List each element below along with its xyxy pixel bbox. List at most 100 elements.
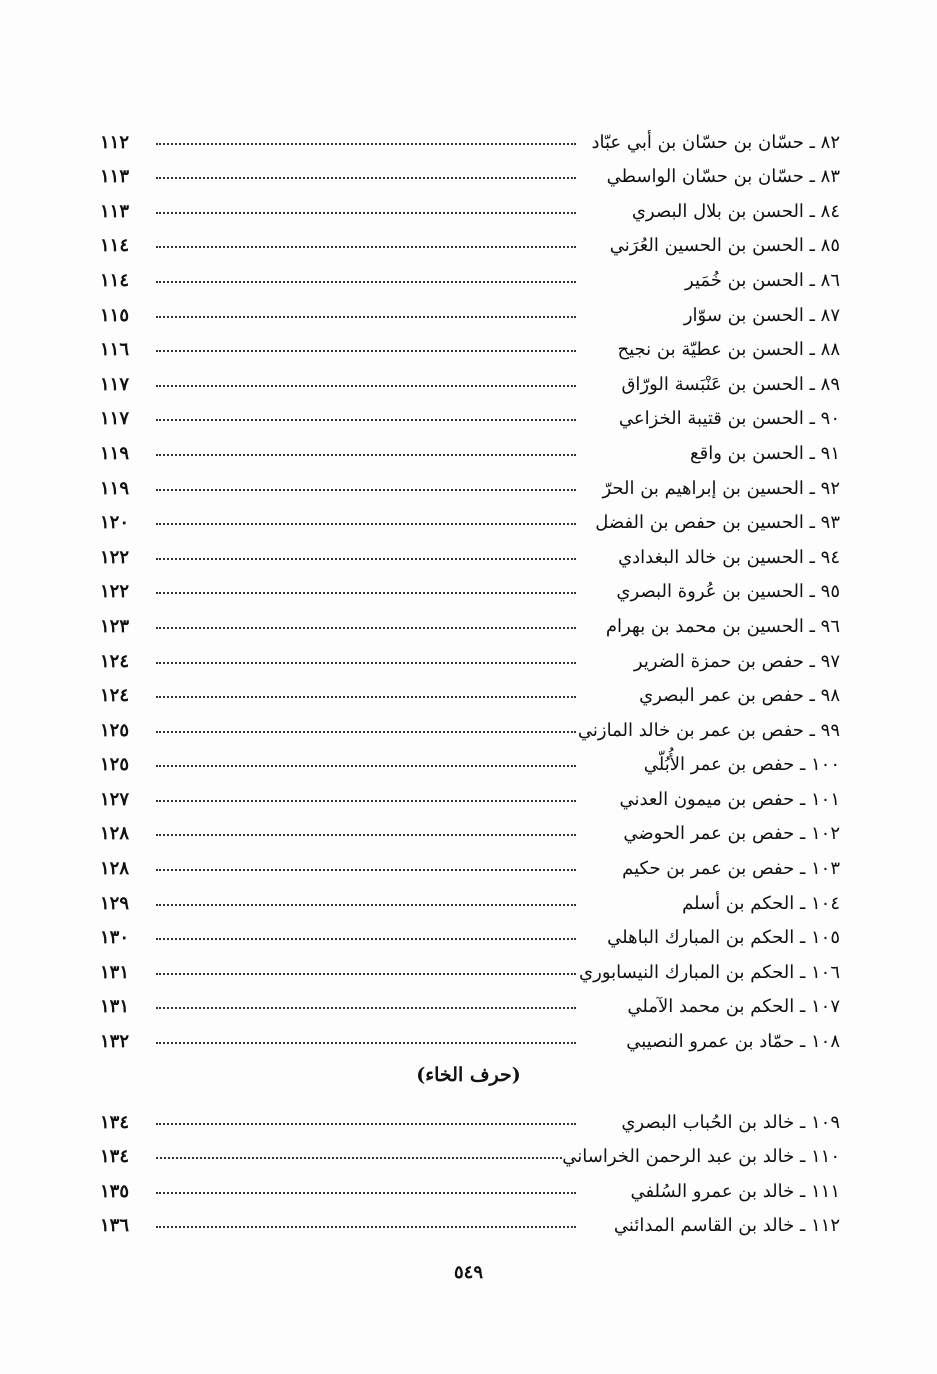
dot-leader [156,834,576,837]
index-entry: ٩٤ ـ الحسين بن خالد البغدادي ١٢٢ [100,533,840,568]
dot-leader [156,869,576,872]
entry-title: ٨٥ ـ الحسن بن الحسين العُرَني [609,235,840,257]
entry-title: ١٠٥ ـ الحكم بن المبارك الباهلي [607,927,840,949]
entry-title: ١٠٣ ـ حفص بن عمر بن حكيم [622,858,840,880]
dot-leader [156,315,576,318]
index-entry: ٨٢ ـ حسّان بن حسّان بن أبي عبّاد ١١٢ [100,118,840,153]
entry-page-number: ١٢٤ [100,685,130,707]
index-entry: ١١٠ ـ خالد بن عبد الرحمن الخراساني ١٣٤ [100,1133,840,1168]
index-entry: ١٠١ ـ حفص بن ميمون العدني ١٢٧ [100,775,840,810]
entry-title: ٩٠ ـ الحسن بن قتيبة الخزاعي [618,408,840,430]
entry-page-number: ١٢٥ [100,754,130,776]
index-entry: ١١٢ ـ خالد بن القاسم المدائني ١٣٦ [100,1202,840,1237]
dot-leader [156,419,576,422]
index-entry: ٨٨ ـ الحسن بن عطيّة بن نجيح ١١٦ [100,326,840,361]
dot-leader [156,1042,576,1045]
index-entry: ١٠٣ ـ حفص بن عمر بن حكيم ١٢٨ [100,844,840,879]
dot-leader [156,488,576,491]
entry-page-number: ١٣١ [100,996,130,1018]
dot-leader [156,1226,576,1229]
dot-leader [156,246,576,249]
dot-leader [156,730,576,733]
dot-leader [156,1122,576,1125]
entry-title: ٩٢ ـ الحسين بن إبراهيم بن الحرّ [602,477,840,499]
index-entry: ١١١ ـ خالد بن عمرو السُلفي ١٣٥ [100,1167,840,1202]
dot-leader [156,592,576,595]
index-entry: ٩٥ ـ الحسين بن عُروة البصري ١٢٢ [100,568,840,603]
dot-leader [156,626,576,629]
dot-leader [156,799,576,802]
index-entry: ٩٧ ـ حفص بن حمزة الضرير ١٢٤ [100,637,840,672]
entry-title: ١٠٠ ـ حفص بن عمر الأُبُلّي [643,754,840,776]
index-entry: ١٠٦ ـ الحكم بن المبارك النيسابوري ١٣١ [100,948,840,983]
entry-page-number: ١١٧ [100,408,130,430]
dot-leader [156,211,576,214]
entry-page-number: ١٣٦ [100,1215,130,1237]
entry-page-number: ١٢٢ [100,546,130,568]
entry-title: ١٠١ ـ حفص بن ميمون العدني [619,788,840,810]
entry-title: ٩٩ ـ حفص بن عمر بن خالد المازني [577,719,840,741]
dot-leader [156,453,576,456]
dot-leader [156,350,576,353]
index-entry: ١٠٥ ـ الحكم بن المبارك الباهلي ١٣٠ [100,914,840,949]
dot-leader [156,661,576,664]
entry-title: ٩٧ ـ حفص بن حمزة الضرير [633,650,840,672]
entry-page-number: ١٣٤ [100,1146,130,1168]
entry-title: ٨٩ ـ الحسن بن عَنْبَسة الورّاق [621,373,840,395]
entry-title: ٩١ ـ الحسن بن واقع [690,442,840,464]
entry-page-number: ١٢٢ [100,581,130,603]
entry-page-number: ١١٩ [100,442,130,464]
entry-page-number: ١١٧ [100,373,130,395]
entry-page-number: ١١٢ [100,131,130,153]
entry-page-number: ١٢٠ [100,512,130,534]
entry-title: ١٠٧ ـ الحكم بن محمد الآملي [627,996,840,1018]
index-entry: ١٠٤ ـ الحكم بن أسلم ١٢٩ [100,879,840,914]
dot-leader [156,696,576,699]
entry-title: ١٠٢ ـ حفص بن عمر الحوضي [623,823,840,845]
index-entry: ٨٣ ـ حسّان بن حسّان الواسطي ١١٣ [100,153,840,188]
dot-leader [156,1157,563,1160]
entry-page-number: ١٣٢ [100,1031,130,1053]
entry-page-number: ١٢٨ [100,823,130,845]
dot-leader [156,1007,576,1010]
index-entry: ٨٩ ـ الحسن بن عَنْبَسة الورّاق ١١٧ [100,360,840,395]
entry-page-number: ١١٣ [100,166,130,188]
dot-leader [156,142,576,145]
dot-leader [156,938,576,941]
index-entry: ٩٦ ـ الحسين بن محمد بن بهرام ١٢٣ [100,602,840,637]
entry-title: ٩٥ ـ الحسين بن عُروة البصري [616,581,840,603]
dot-leader [156,972,576,975]
entry-page-number: ١٣١ [100,961,130,983]
entry-title: ٨٢ ـ حسّان بن حسّان بن أبي عبّاد [591,131,840,153]
entry-page-number: ١١٥ [100,304,130,326]
entry-page-number: ١١٣ [100,200,130,222]
entry-title: ٨٧ ـ الحسن بن سوّار [683,304,840,326]
dot-leader [156,177,576,180]
entry-title: ١١٢ ـ خالد بن القاسم المدائني [613,1215,840,1237]
index-entry: ١٠٧ ـ الحكم بن محمد الآملي ١٣١ [100,983,840,1018]
entry-title: ٩٨ ـ حفص بن عمر البصري [639,685,840,707]
entry-page-number: ١١٦ [100,339,130,361]
index-entry: ١٠٩ ـ خالد بن الحُباب البصري ١٣٤ [100,1098,840,1133]
section-heading: (حرف الخاء) [416,1064,521,1086]
dot-leader [156,557,576,560]
index-entry: ١٠٨ ـ حمّاد بن عمرو النصيبي ١٣٢ [100,1017,840,1052]
index-entry: ٩٢ ـ الحسين بن إبراهيم بن الحرّ ١١٩ [100,464,840,499]
entry-page-number: ١٢٩ [100,892,130,914]
index-entry: ٩٩ ـ حفص بن عمر بن خالد المازني ١٢٥ [100,706,840,741]
entry-page-number: ١٢٣ [100,615,130,637]
dot-leader [156,1191,576,1194]
index-entry: ١٠٢ ـ حفص بن عمر الحوضي ١٢٨ [100,810,840,845]
page-number: ٥٤٩ [453,1262,483,1283]
dot-leader [156,280,576,283]
dot-leader [156,384,576,387]
index-entry: ٨٥ ـ الحسن بن الحسين العُرَني ١١٤ [100,222,840,257]
entry-title: ١٠٨ ـ حمّاد بن عمرو النصيبي [626,1031,840,1053]
entry-title: ٩٤ ـ الحسين بن خالد البغدادي [618,546,840,568]
entry-page-number: ١٢٧ [100,788,130,810]
entry-title: ٨٨ ـ الحسن بن عطيّة بن نجيح [617,339,840,361]
index-entry: ٩٣ ـ الحسين بن حفص بن الفضل ١٢٠ [100,499,840,534]
dot-leader [156,903,576,906]
entry-page-number: ١١٤ [100,269,130,291]
